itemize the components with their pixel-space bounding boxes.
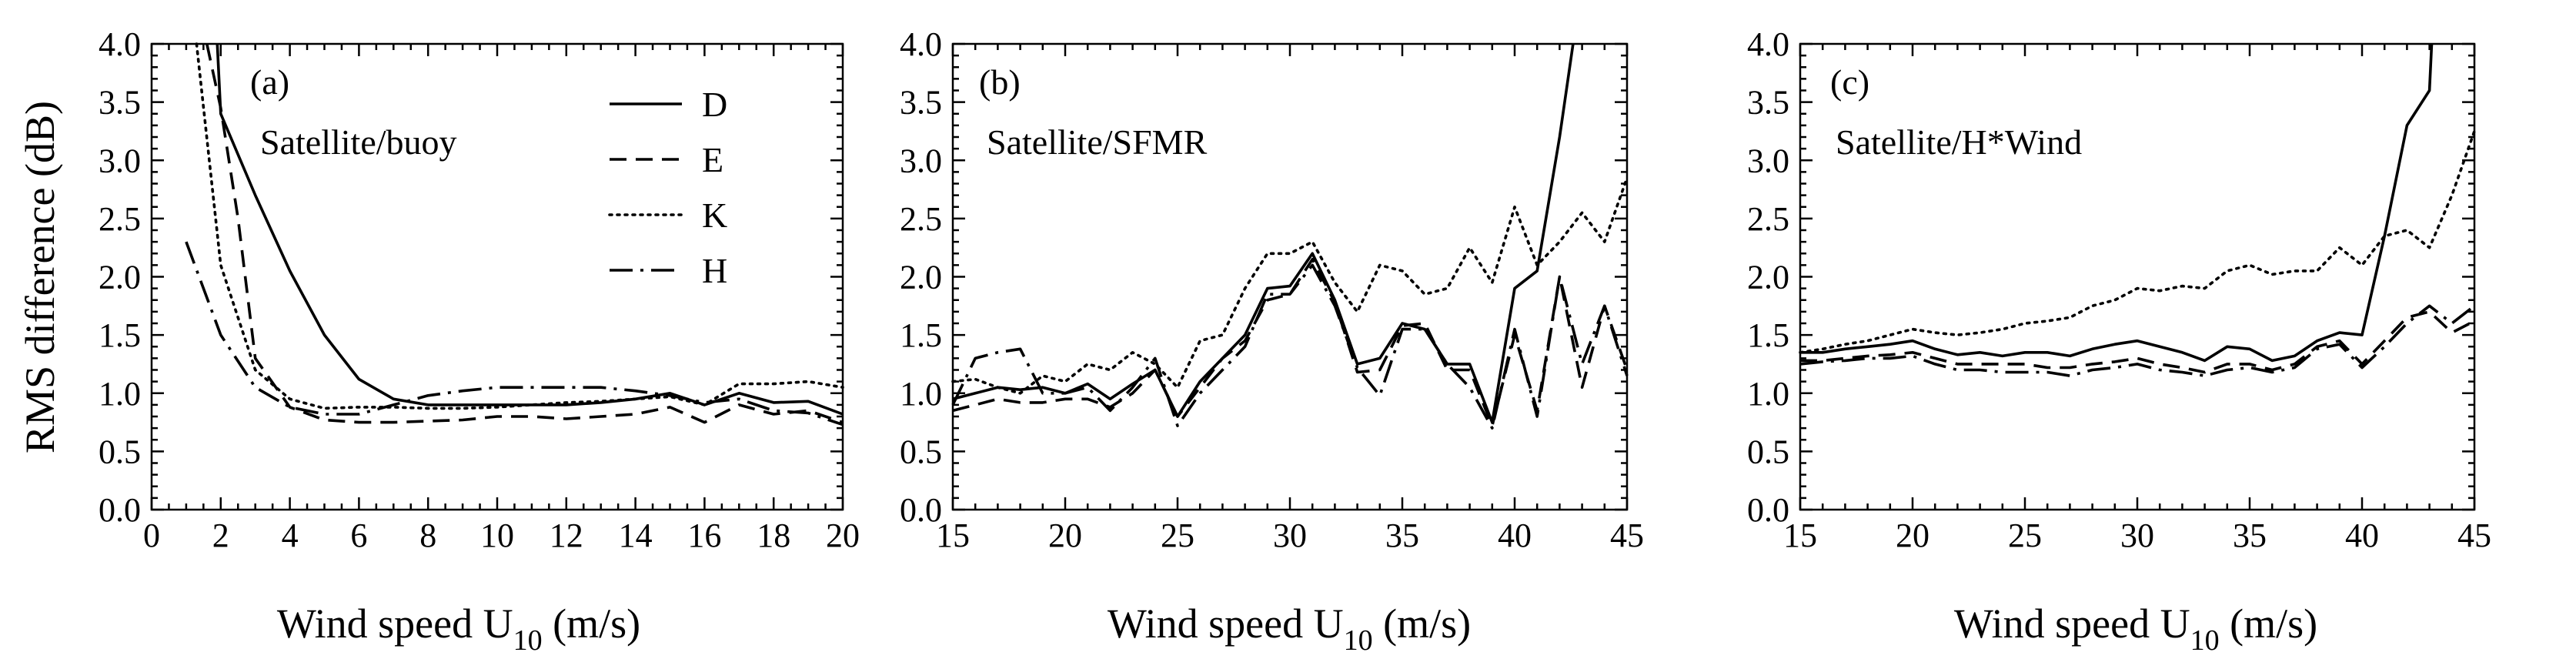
- x-tick-label: 14: [619, 517, 653, 554]
- series-line-D-panel-a: [216, 43, 844, 416]
- y-tick-label: 0.0: [900, 491, 942, 529]
- x-tick-label: 0: [143, 517, 160, 554]
- y-tick-label: 0.5: [900, 433, 942, 470]
- y-tick-label: 1.0: [99, 375, 141, 413]
- y-tick-label: 1.0: [900, 375, 942, 413]
- svg-text:Wind speed U10 (m/s): Wind speed U10 (m/s): [1108, 600, 1471, 657]
- y-tick-label: 3.5: [900, 84, 942, 122]
- y-tick-label: 3.0: [1747, 142, 1789, 179]
- x-tick-label: 10: [480, 517, 514, 554]
- y-tick-label: 1.5: [1747, 316, 1789, 354]
- panel-c: (c) Satellite/H*Wind Wind speed U10 (m/s…: [1747, 25, 2491, 657]
- panel-c-label: (c): [1830, 62, 1869, 102]
- x-axis-label-main: Wind speed U: [1108, 600, 1344, 647]
- series-line-H-panel-b: [951, 263, 1629, 430]
- series-line-H-panel-a: [185, 241, 844, 426]
- x-tick-label: 8: [419, 517, 436, 554]
- x-tick-label: 6: [350, 517, 367, 554]
- x-tick-label: 20: [1048, 517, 1082, 554]
- y-tick-label: 3.5: [1747, 84, 1789, 122]
- panel-a-label: (a): [250, 62, 289, 102]
- panel-a-xlabel: Wind speed U10 (m/s): [277, 600, 640, 657]
- x-tick-label: 15: [1783, 517, 1817, 554]
- y-tick-label: 2.5: [99, 200, 141, 238]
- legend-label-E: E: [702, 140, 723, 179]
- series-line-K-panel-c: [1799, 129, 2476, 354]
- y-tick-label: 2.0: [99, 259, 141, 296]
- x-tick-label: 35: [1385, 517, 1419, 554]
- panel-c-xlabel: Wind speed U10 (m/s): [1954, 600, 2317, 657]
- series-line-K-panel-a: [195, 42, 844, 410]
- legend-label-H: H: [702, 251, 727, 290]
- svg-text:Wind speed U10 (m/s): Wind speed U10 (m/s): [277, 600, 640, 657]
- x-axis-label-unit: (m/s): [543, 600, 641, 647]
- y-tick-label: 2.0: [1747, 259, 1789, 296]
- y-tick-label: 1.5: [900, 316, 942, 354]
- y-tick-label: 2.5: [900, 200, 942, 238]
- legend-label-D: D: [702, 85, 727, 124]
- y-tick-label: 2.0: [900, 259, 942, 296]
- y-tick-label: 2.5: [1747, 200, 1789, 238]
- panel-c-title: Satellite/H*Wind: [1836, 122, 2082, 162]
- x-tick-label: 20: [1896, 517, 1929, 554]
- x-axis-label-unit: (m/s): [1373, 600, 1472, 647]
- plot-frame: [150, 42, 844, 511]
- y-tick-label: 0.0: [1747, 491, 1789, 529]
- y-tick-label: 0.5: [1747, 433, 1789, 470]
- legend-label-K: K: [702, 196, 727, 235]
- x-tick-label: 25: [2008, 517, 2042, 554]
- x-tick-label: 2: [212, 517, 229, 554]
- panel-b-title: Satellite/SFMR: [987, 122, 1208, 162]
- y-tick-label: 4.0: [900, 25, 942, 63]
- x-axis-label-main: Wind speed U: [1954, 600, 2190, 647]
- y-tick-label: 0.0: [99, 491, 141, 529]
- x-tick-label: 35: [2233, 517, 2267, 554]
- panel-b: (b) Satellite/SFMR Wind speed U10 (m/s) …: [900, 25, 1644, 657]
- x-tick-label: 45: [2457, 517, 2491, 554]
- series-line-K-panel-b: [951, 176, 1629, 395]
- y-tick-label: 3.0: [900, 142, 942, 179]
- x-tick-label: 12: [550, 517, 583, 554]
- plot-frame: [1799, 42, 2476, 511]
- y-tick-label: 0.5: [99, 433, 141, 470]
- svg-text:Wind speed U10 (m/s): Wind speed U10 (m/s): [1954, 600, 2317, 657]
- x-tick-label: 18: [757, 517, 790, 554]
- y-tick-label: 3.5: [99, 84, 141, 122]
- x-axis-label-sub: 10: [2190, 624, 2220, 657]
- series-line-D-panel-b: [952, 43, 1575, 424]
- x-tick-label: 20: [826, 517, 860, 554]
- y-tick-label: 3.0: [99, 142, 141, 179]
- x-tick-label: 40: [1498, 517, 1532, 554]
- x-tick-label: 40: [2345, 517, 2379, 554]
- x-axis-label-sub: 10: [1344, 624, 1373, 657]
- x-tick-label: 30: [2120, 517, 2154, 554]
- panel-b-label: (b): [979, 62, 1021, 102]
- y-axis-label: RMS difference (dB): [17, 101, 63, 453]
- series-line-E-panel-a: [205, 43, 844, 424]
- y-tick-label: 1.5: [99, 316, 141, 354]
- x-tick-label: 4: [282, 517, 299, 554]
- series-line-D-panel-c: [1800, 43, 2434, 363]
- x-axis-label-sub: 10: [513, 624, 543, 657]
- x-axis-label-unit: (m/s): [2220, 600, 2318, 647]
- series-line-H-panel-c: [1799, 304, 2476, 377]
- y-tick-label: 4.0: [99, 25, 141, 63]
- x-tick-label: 25: [1161, 517, 1194, 554]
- x-tick-label: 45: [1610, 517, 1644, 554]
- x-tick-label: 16: [687, 517, 721, 554]
- x-tick-label: 30: [1273, 517, 1307, 554]
- plot-frame: [951, 42, 1629, 511]
- series-line-E-panel-c: [1800, 310, 2475, 374]
- x-axis-label-main: Wind speed U: [277, 600, 513, 647]
- y-tick-label: 1.0: [1747, 375, 1789, 413]
- panel-a-title: Satellite/buoy: [260, 122, 457, 162]
- y-tick-label: 4.0: [1747, 25, 1789, 63]
- panel-b-xlabel: Wind speed U10 (m/s): [1108, 600, 1471, 657]
- x-tick-label: 15: [936, 517, 970, 554]
